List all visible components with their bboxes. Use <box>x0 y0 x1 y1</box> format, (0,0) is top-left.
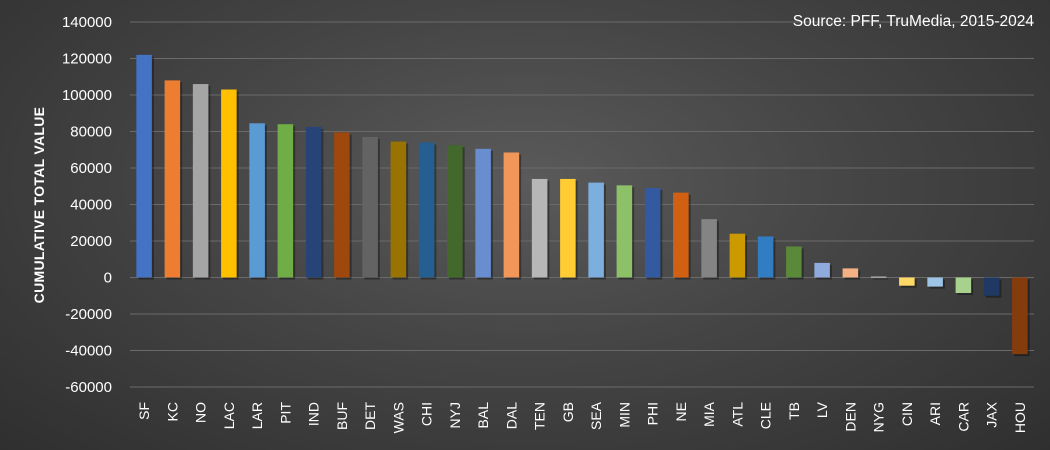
x-tick-label: BAL <box>475 402 491 429</box>
x-tick-label: ATL <box>729 402 745 427</box>
bar-lac <box>221 89 237 278</box>
bar-nyj <box>447 145 463 278</box>
x-tick-label: LAC <box>221 402 237 429</box>
y-tick-label: 140000 <box>62 14 112 31</box>
bar-gb <box>560 178 576 278</box>
y-tick-label: 20000 <box>70 233 112 250</box>
x-tick-label: CAR <box>955 402 971 432</box>
bars <box>136 54 1030 357</box>
x-tick-label: IND <box>306 402 322 426</box>
bar-phi <box>644 188 661 278</box>
y-tick-label: 100000 <box>62 87 112 104</box>
bar-shadow <box>872 278 889 280</box>
x-tick-label: NYG <box>871 402 887 432</box>
bar-ne <box>673 192 689 278</box>
bar-sea <box>588 182 604 278</box>
bar-no <box>192 84 209 278</box>
bar-chi <box>418 142 435 278</box>
bar-nyg <box>870 276 887 278</box>
x-tick-label: PIT <box>277 402 293 424</box>
bar-ari <box>927 277 943 287</box>
bar-min <box>616 185 633 278</box>
bar-jax <box>983 277 1000 296</box>
y-tick-label: 120000 <box>62 51 112 68</box>
x-tick-label: NO <box>193 402 209 423</box>
x-tick-label: LV <box>814 401 830 418</box>
x-tick-label: CHI <box>419 402 435 426</box>
bar-was <box>390 141 407 278</box>
bar-dal <box>503 152 520 278</box>
bar-cin <box>899 277 915 286</box>
bar-cle <box>757 236 774 278</box>
x-tick-label: ARI <box>927 402 943 425</box>
x-tick-label: NYJ <box>447 402 463 428</box>
bar-kc <box>164 80 181 278</box>
y-tick-labels: 140000 120000 100000 80000 60000 40000 20000 0 -… <box>62 14 112 396</box>
x-tick-label: MIA <box>701 401 717 427</box>
bar-ind <box>305 126 322 278</box>
x-tick-labels: SF KC NO LAC LAR PIT IND BUF DET WAS CHI NYJ BAL DAL T… <box>136 401 1028 433</box>
x-tick-label: DEN <box>842 402 858 432</box>
x-tick-label: TEN <box>532 402 548 430</box>
x-tick-label: CIN <box>899 402 915 426</box>
x-tick-label: NE <box>673 402 689 421</box>
bar-atl <box>729 233 746 278</box>
bar-tb <box>786 246 802 278</box>
bar-lar <box>249 123 265 278</box>
bar-lv <box>814 262 830 278</box>
bar-sf <box>136 54 152 278</box>
y-tick-label: 0 <box>104 270 112 287</box>
x-tick-label: WAS <box>390 402 406 433</box>
x-tick-label: CLE <box>758 402 774 429</box>
x-tick-label: SF <box>136 402 152 420</box>
x-tick-label: HOU <box>1012 402 1028 433</box>
y-axis-label: CUMULATIVE TOTAL VALUE <box>31 107 47 304</box>
x-tick-label: TB <box>786 402 802 420</box>
y-tick-label: 40000 <box>70 197 112 214</box>
bar-pit <box>277 124 294 278</box>
bar-ten <box>531 178 548 278</box>
y-tick-label: 60000 <box>70 160 112 177</box>
y-tick-label: -40000 <box>65 343 112 360</box>
x-tick-label: GB <box>560 402 576 422</box>
bar-det <box>362 136 378 278</box>
x-tick-label: MIN <box>616 402 632 428</box>
x-tick-label: LAR <box>249 402 265 429</box>
x-tick-label: DET <box>362 402 378 430</box>
bar-car <box>955 277 972 294</box>
x-tick-label: DAL <box>503 402 519 429</box>
x-tick-label: PHI <box>645 402 661 425</box>
x-tick-label: SEA <box>588 401 604 430</box>
x-tick-label: JAX <box>984 401 1000 427</box>
bar-buf <box>334 132 350 278</box>
x-tick-label: KC <box>164 402 180 421</box>
y-tick-label: -60000 <box>65 379 112 396</box>
bar-mia <box>701 219 717 278</box>
source-annotation: Source: PFF, TruMedia, 2015-2024 <box>793 13 1035 30</box>
bar-den <box>842 268 859 278</box>
bar-bal <box>475 148 491 278</box>
y-tick-label: -20000 <box>65 306 112 323</box>
x-tick-label: BUF <box>334 402 350 430</box>
bar-hou <box>1012 277 1028 355</box>
y-tick-label: 80000 <box>70 124 112 141</box>
